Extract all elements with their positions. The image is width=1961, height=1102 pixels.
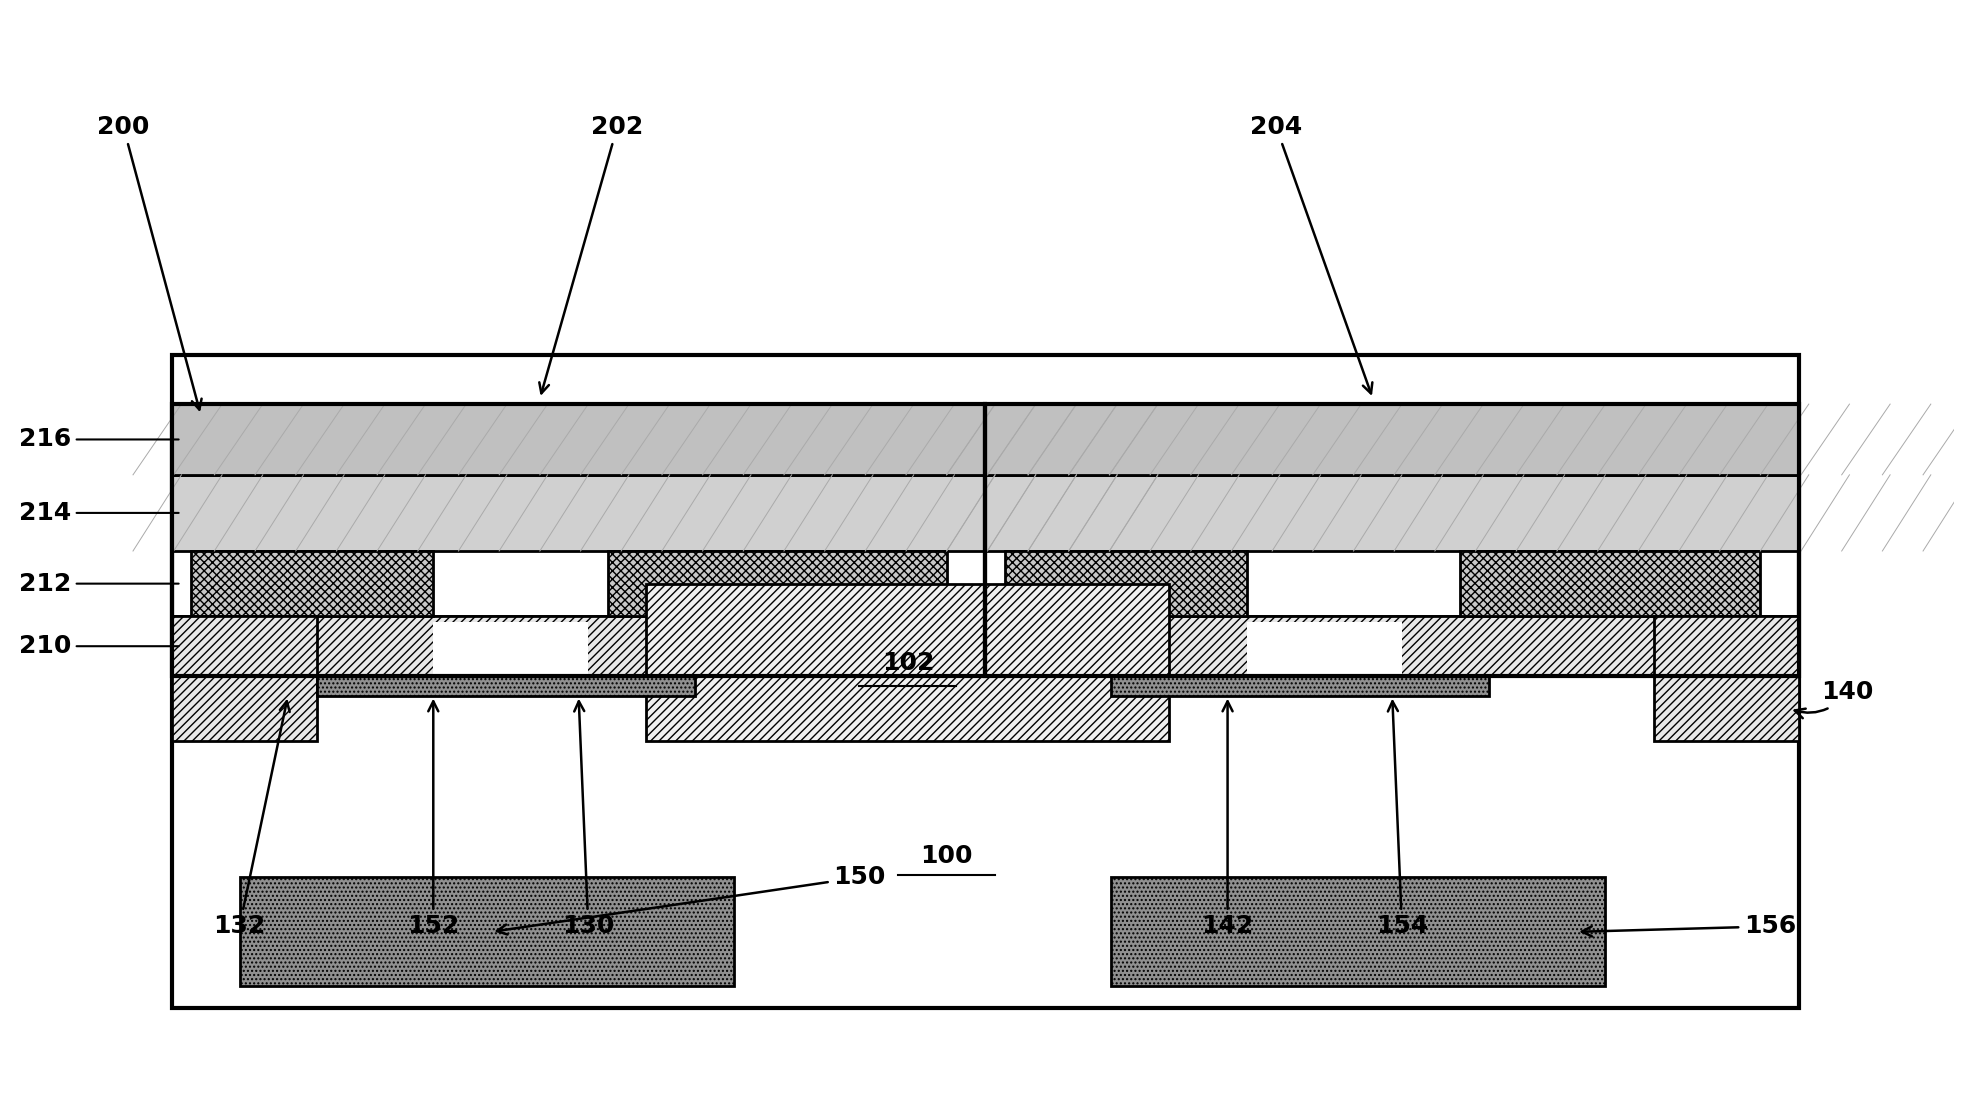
Text: 200: 200 (98, 115, 202, 410)
Bar (1112, 677, 1488, 695)
Text: 214: 214 (20, 501, 178, 525)
Bar (1004, 551, 1247, 616)
Bar (986, 475, 1798, 551)
Text: 204: 204 (1249, 115, 1373, 393)
Text: 130: 130 (563, 701, 614, 939)
Text: 154: 154 (1377, 701, 1428, 939)
Text: 212: 212 (20, 572, 178, 596)
Text: 210: 210 (20, 635, 178, 658)
Text: 140: 140 (1794, 680, 1873, 719)
Bar (1653, 616, 1798, 742)
Text: 142: 142 (1202, 701, 1253, 939)
Bar (433, 622, 588, 677)
Bar (173, 404, 986, 475)
Bar (173, 616, 318, 742)
Text: 150: 150 (496, 865, 886, 934)
Bar (986, 404, 1798, 475)
Bar (190, 551, 433, 616)
Bar (318, 677, 694, 695)
Bar (647, 584, 1169, 742)
Bar (1461, 551, 1761, 616)
Text: 102: 102 (882, 650, 933, 674)
Bar (173, 475, 986, 551)
Bar (1112, 877, 1606, 986)
Bar (986, 616, 1798, 677)
Text: 156: 156 (1583, 915, 1796, 939)
Bar (173, 404, 986, 677)
Bar (173, 616, 1798, 677)
Bar (608, 551, 947, 616)
Text: 216: 216 (20, 428, 178, 452)
Text: 132: 132 (214, 701, 290, 939)
Bar (239, 877, 733, 986)
Text: 152: 152 (408, 701, 459, 939)
Bar (1247, 622, 1402, 677)
Bar (173, 616, 986, 677)
Bar (986, 404, 1798, 677)
Text: 100: 100 (920, 844, 973, 867)
Bar (173, 355, 1798, 1008)
Text: 202: 202 (539, 115, 643, 393)
